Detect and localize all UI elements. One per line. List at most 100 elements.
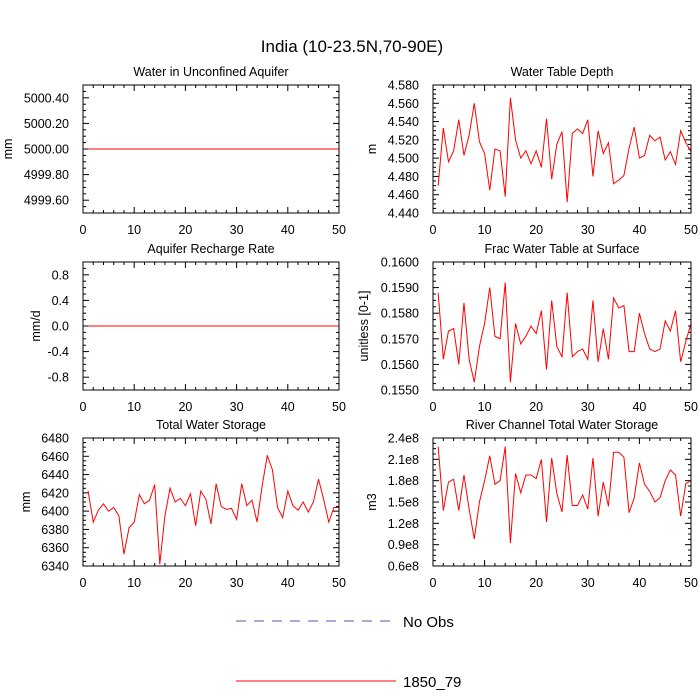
y-tick-label: 0.1590 <box>381 281 419 295</box>
x-tick-label: 30 <box>230 223 244 237</box>
x-tick-label: 40 <box>281 223 295 237</box>
y-tick-label: 0.1600 <box>381 256 419 270</box>
y-tick-label: 6420 <box>41 486 69 500</box>
y-tick-label: 4.520 <box>388 133 419 147</box>
x-tick-label: 20 <box>529 223 543 237</box>
y-tick-label: 0.1550 <box>381 384 419 398</box>
x-tick-label: 30 <box>230 576 244 590</box>
x-tick-label: 10 <box>127 223 141 237</box>
y-tick-label: 4.560 <box>388 97 419 111</box>
figure-legend: No Obs 1850_79 <box>236 614 461 691</box>
y-tick-label: 4.440 <box>388 207 419 221</box>
series-line-1850-79 <box>437 97 692 203</box>
x-tick-label: 50 <box>684 576 698 590</box>
panel-title: Aquifer Recharge Rate <box>147 242 274 256</box>
y-tick-label: 6400 <box>41 505 69 519</box>
x-tick-label: 10 <box>478 223 492 237</box>
plot-frame <box>432 437 692 567</box>
y-tick-label: 0.1560 <box>381 358 419 372</box>
panel-title: River Channel Total Water Storage <box>466 418 659 432</box>
x-tick-label: 40 <box>632 223 646 237</box>
plot-frame <box>432 84 692 214</box>
panel-total-water-storage: Total Water Storage mm 0 10 20 30 40 50 6340 6360… <box>19 418 346 590</box>
y-tick-label: 1.5e8 <box>388 496 419 510</box>
y-tick-label: 1.2e8 <box>388 517 419 531</box>
y-tick-label: 5000.00 <box>24 143 69 157</box>
x-tick-label: 0 <box>80 576 87 590</box>
y-tick-label: 1.8e8 <box>388 474 419 488</box>
y-tick-label: 4.480 <box>388 170 419 184</box>
panel-river-channel-total-water-storage: River Channel Total Water Storage m3 0 10 20… <box>365 418 698 590</box>
y-tick-label: 6480 <box>41 432 69 446</box>
y-tick-label: 0.8 <box>52 268 69 282</box>
y-tick-label: 6380 <box>41 523 69 537</box>
x-tick-label: 50 <box>332 223 346 237</box>
y-tick-label: 5000.20 <box>24 117 69 131</box>
y-tick-label: 2.4e8 <box>388 432 419 446</box>
x-tick-label: 30 <box>581 223 595 237</box>
x-tick-label: 20 <box>529 400 543 414</box>
x-tick-label: 0 <box>430 223 437 237</box>
panel-water-table-depth: Water Table Depth m 0 10 20 30 40 50 4.440 4.460 4… <box>365 65 698 237</box>
panel-title: Frac Water Table at Surface <box>485 242 640 256</box>
y-tick-label: 2.1e8 <box>388 453 419 467</box>
y-axis-label: mm <box>19 492 33 513</box>
y-tick-label: 4.500 <box>388 152 419 166</box>
x-tick-label: 0 <box>80 400 87 414</box>
y-tick-label: -0.4 <box>47 345 69 359</box>
legend-label-no-obs: No Obs <box>403 614 454 631</box>
y-axis-label: m3 <box>365 493 379 510</box>
plot-frame <box>82 84 340 214</box>
y-tick-label: 4999.80 <box>24 168 69 182</box>
x-tick-label: 30 <box>230 400 244 414</box>
y-axis-label: unitless [0-1] <box>357 291 371 362</box>
y-axis-label: mm <box>1 139 15 160</box>
x-tick-label: 40 <box>281 400 295 414</box>
plot-frame <box>82 437 340 567</box>
y-tick-label: 6360 <box>41 541 69 555</box>
plot-frame <box>82 261 340 391</box>
x-tick-label: 10 <box>478 576 492 590</box>
y-axis-label: mm/d <box>29 310 43 341</box>
x-tick-label: 0 <box>430 400 437 414</box>
x-tick-label: 50 <box>684 223 698 237</box>
panel-title: Water in Unconfined Aquifer <box>133 65 288 79</box>
x-tick-label: 30 <box>581 400 595 414</box>
x-tick-label: 0 <box>430 576 437 590</box>
x-tick-label: 50 <box>332 400 346 414</box>
x-tick-label: 40 <box>632 400 646 414</box>
panel-water-in-unconfined-aquifer: Water in Unconfined Aquifer mm 0 10 20 30 40 50… <box>1 65 346 237</box>
x-tick-label: 10 <box>127 576 141 590</box>
y-tick-label: 0.0 <box>52 320 69 334</box>
x-tick-label: 10 <box>127 400 141 414</box>
y-tick-label: 4.540 <box>388 115 419 129</box>
y-tick-label: 6440 <box>41 468 69 482</box>
y-tick-label: 0.9e8 <box>388 538 419 552</box>
y-tick-label: 0.4 <box>52 294 69 308</box>
x-tick-label: 40 <box>632 576 646 590</box>
x-tick-label: 10 <box>478 400 492 414</box>
x-tick-label: 20 <box>178 576 192 590</box>
panel-frac-water-table-at-surface: Frac Water Table at Surface unitless [0-1… <box>357 242 698 414</box>
series-line-1850-79 <box>87 455 339 565</box>
x-tick-label: 0 <box>80 223 87 237</box>
x-tick-label: 20 <box>178 223 192 237</box>
y-tick-label: 0.6e8 <box>388 560 419 574</box>
y-tick-label: 5000.40 <box>24 91 69 105</box>
x-tick-label: 20 <box>529 576 543 590</box>
x-tick-label: 20 <box>178 400 192 414</box>
y-tick-label: 4.460 <box>388 188 419 202</box>
panel-title: Water Table Depth <box>511 65 614 79</box>
y-tick-label: 4.580 <box>388 79 419 93</box>
y-tick-label: 0.1580 <box>381 307 419 321</box>
x-tick-label: 50 <box>684 400 698 414</box>
y-tick-label: -0.8 <box>47 371 69 385</box>
y-axis-label: m <box>365 144 379 154</box>
panel-aquifer-recharge-rate: Aquifer Recharge Rate mm/d 0 10 20 30 40 50 -0.8… <box>29 242 346 414</box>
x-tick-label: 30 <box>581 576 595 590</box>
y-tick-label: 6460 <box>41 450 69 464</box>
series-line-1850-79 <box>437 446 692 544</box>
x-tick-label: 50 <box>332 576 346 590</box>
panel-title: Total Water Storage <box>156 418 266 432</box>
